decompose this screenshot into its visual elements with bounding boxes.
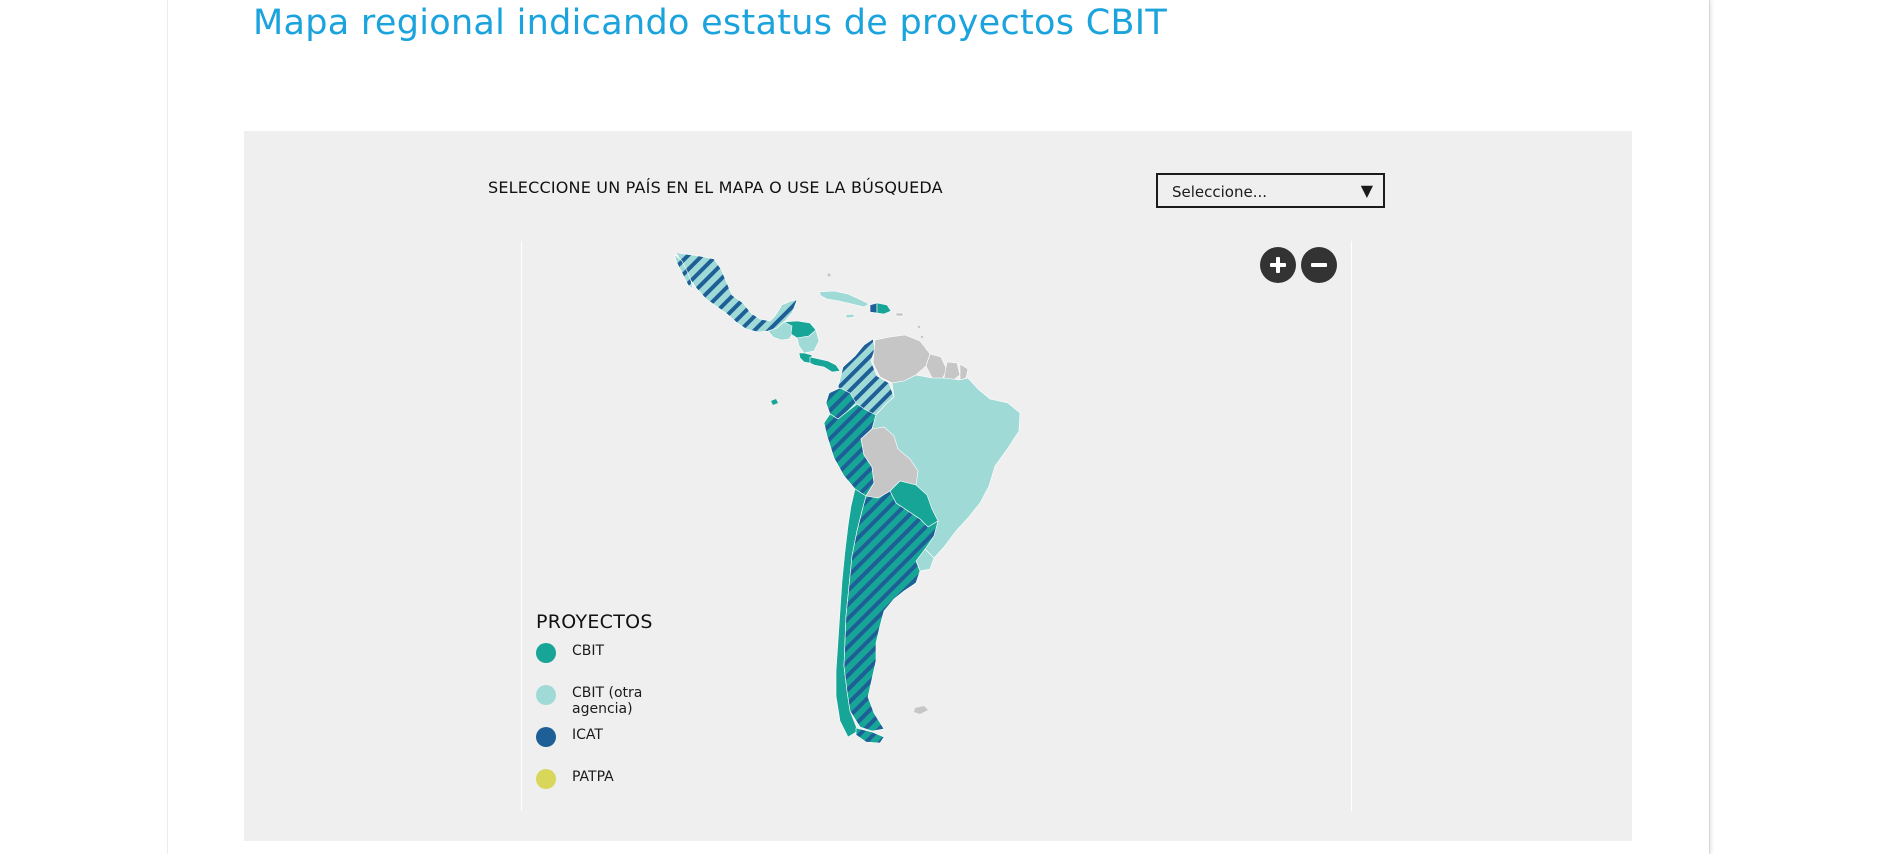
plus-icon (1270, 257, 1286, 273)
zoom-out-button[interactable] (1301, 247, 1337, 283)
island-galapagos (771, 399, 778, 405)
island-falklands (914, 706, 928, 714)
country-select-value: Seleccione... (1172, 183, 1268, 201)
country-argentina[interactable] (843, 490, 939, 732)
country-dominican-republic[interactable] (876, 302, 892, 315)
legend-label: CBIT (otra agencia) (572, 685, 643, 717)
country-guyana[interactable] (925, 353, 948, 382)
island-lesser-antilles-2 (920, 335, 924, 339)
page-title: Mapa regional indicando estatus de proye… (253, 3, 1168, 43)
legend-item-cbit[interactable]: CBIT (536, 641, 653, 683)
legend-item-icat[interactable]: ICAT (536, 725, 653, 767)
country-nicaragua[interactable] (796, 329, 820, 354)
legend: PROYECTOS CBIT CBIT (otra agencia) ICAT … (536, 611, 653, 809)
legend-item-cbit-otra-agencia[interactable]: CBIT (otra agencia) (536, 683, 653, 725)
island-tierra-del-fuego (855, 727, 885, 744)
map-instructions: SELECCIONE UN PAÍS EN EL MAPA O USE LA B… (488, 178, 943, 197)
latin-america-map[interactable] (244, 131, 1632, 841)
legend-swatch (536, 685, 556, 705)
legend-label: PATPA (572, 769, 614, 785)
country-venezuela[interactable] (872, 334, 931, 384)
chevron-down-icon: ▼ (1360, 181, 1373, 200)
map-panel: SELECCIONE UN PAÍS EN EL MAPA O USE LA B… (244, 131, 1632, 841)
minus-icon (1311, 263, 1327, 267)
country-select[interactable]: Seleccione... ▼ (1156, 173, 1385, 208)
country-cuba[interactable] (818, 290, 870, 308)
country-panama[interactable] (809, 356, 841, 373)
country-suriname[interactable] (943, 361, 961, 382)
zoom-in-button[interactable] (1260, 247, 1296, 283)
country-mexico-baja[interactable] (674, 254, 694, 290)
island-lesser-antilles-1 (917, 325, 921, 329)
legend-title: PROYECTOS (536, 611, 653, 633)
map-divider-left (521, 241, 522, 811)
island-bahamas (827, 273, 831, 277)
legend-swatch (536, 727, 556, 747)
legend-label: ICAT (572, 727, 603, 743)
country-puerto-rico[interactable] (895, 312, 904, 317)
country-french-guiana[interactable] (959, 363, 969, 381)
country-mexico[interactable] (676, 252, 798, 333)
country-haiti[interactable] (869, 302, 878, 314)
country-jamaica[interactable] (844, 313, 856, 319)
legend-label: CBIT (572, 643, 605, 659)
map-divider-right (1351, 241, 1352, 811)
legend-swatch (536, 643, 556, 663)
legend-item-patpa[interactable]: PATPA (536, 767, 653, 809)
legend-swatch (536, 769, 556, 789)
